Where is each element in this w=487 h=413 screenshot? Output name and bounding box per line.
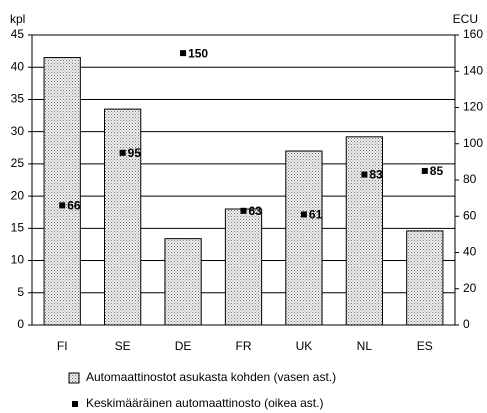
- x-tick-label: ES: [417, 339, 433, 353]
- y-tick-label: 10: [11, 253, 25, 267]
- y2-tick-label: 160: [463, 27, 483, 41]
- data-label: 85: [430, 164, 444, 178]
- legend-marker: [72, 401, 78, 407]
- x-tick-label: SE: [115, 339, 131, 353]
- bar: [406, 230, 444, 326]
- point: [240, 207, 247, 214]
- legend-label: Keskimääräinen automaattinosto (oikea as…: [86, 396, 323, 410]
- y2-axis-label: ECU: [453, 12, 478, 26]
- point: [59, 202, 66, 209]
- y2-tick-label: 40: [463, 245, 477, 259]
- x-tick-label: FI: [57, 339, 68, 353]
- point: [361, 171, 368, 178]
- data-label: 150: [188, 46, 208, 60]
- y2-tick-label: 140: [463, 63, 483, 77]
- y-axis-label: kpl: [10, 12, 25, 26]
- data-label: 61: [309, 208, 323, 222]
- data-label: 83: [369, 168, 383, 182]
- data-label: 63: [249, 204, 263, 218]
- y2-tick-label: 20: [463, 281, 477, 295]
- point: [421, 167, 428, 174]
- legend-marker: [68, 372, 80, 384]
- y2-tick-label: 60: [463, 208, 477, 222]
- bar: [43, 57, 81, 326]
- legend-label: Automaattinostot asukasta kohden (vasen …: [86, 370, 336, 384]
- y-tick-label: 25: [11, 156, 25, 170]
- bar: [285, 150, 323, 326]
- y2-tick-label: 0: [463, 317, 470, 331]
- point: [119, 149, 126, 156]
- bar: [224, 208, 263, 326]
- y-tick-label: 15: [11, 221, 25, 235]
- y-tick-label: 30: [11, 124, 25, 138]
- y2-tick-label: 120: [463, 100, 483, 114]
- y-tick-label: 5: [17, 285, 24, 299]
- x-tick-label: DE: [175, 339, 192, 353]
- y-tick-label: 35: [11, 92, 25, 106]
- y-tick-label: 20: [11, 188, 25, 202]
- x-tick-label: UK: [296, 339, 313, 353]
- y2-tick-label: 80: [463, 172, 477, 186]
- y-tick-label: 0: [17, 317, 24, 331]
- bar: [164, 238, 202, 326]
- y2-tick-label: 100: [463, 136, 483, 150]
- x-tick-label: FR: [236, 339, 252, 353]
- point: [300, 211, 307, 218]
- data-label: 66: [67, 199, 81, 213]
- data-label: 95: [128, 146, 142, 160]
- point: [180, 50, 187, 57]
- bar: [104, 108, 142, 326]
- y-tick-label: 45: [11, 27, 25, 41]
- x-tick-label: NL: [357, 339, 373, 353]
- bar: [345, 136, 383, 326]
- y-tick-label: 40: [11, 59, 25, 73]
